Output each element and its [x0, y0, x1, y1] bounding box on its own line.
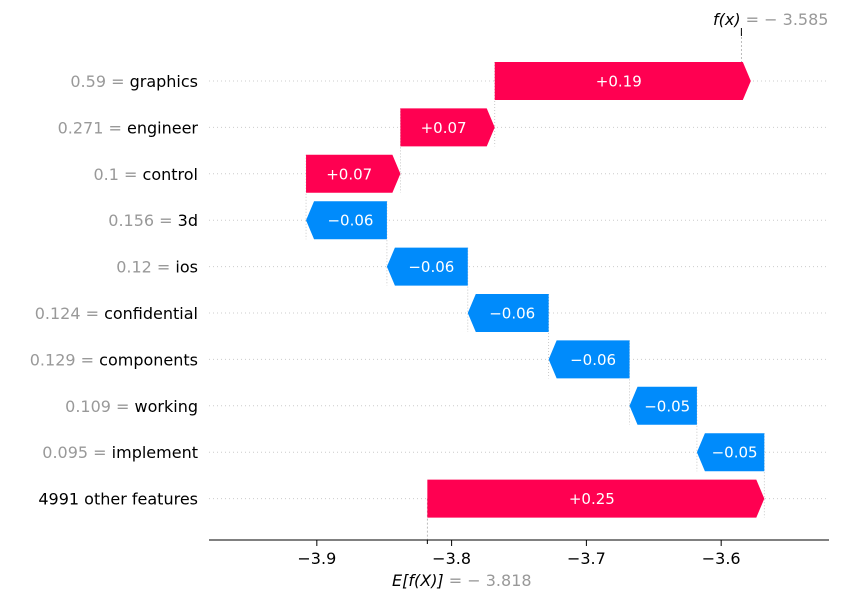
feature-name: ios — [175, 258, 198, 277]
feature-label: 0.095 = implement — [42, 443, 198, 462]
bar-value-label: −0.06 — [489, 305, 535, 323]
feature-label: 0.124 = confidential — [35, 304, 198, 323]
feature-name: confidential — [104, 304, 198, 323]
bar-value-label: −0.06 — [327, 212, 373, 230]
x-tick-label: −3.7 — [567, 549, 606, 568]
x-axis: −3.9 −3.8 −3.7 −3.6 — [209, 539, 829, 568]
negative-bar — [386, 247, 468, 286]
feature-value: 0.59 = — [70, 72, 129, 91]
negative-bar — [548, 340, 630, 379]
feature-label: 0.1 = control — [94, 165, 199, 184]
fx-value: = − 3.585 — [741, 10, 829, 29]
negative-bar — [696, 433, 765, 472]
feature-value: 0.124 = — [35, 304, 104, 323]
base-value: = − 3.818 — [444, 571, 532, 590]
positive-bar — [427, 479, 765, 518]
bar-value-label: +0.19 — [596, 73, 642, 91]
positive-bar — [494, 62, 751, 100]
feature-label: 0.271 = engineer — [58, 118, 199, 137]
positive-bar — [400, 108, 495, 147]
feature-label: 0.12 = ios — [116, 258, 198, 277]
expected-value-annotations: f(x) = − 3.585 E[f(X)] = − 3.818 — [392, 10, 828, 590]
fx-annotation: f(x) = − 3.585 — [713, 10, 828, 29]
base-label: E[f(X)] — [392, 571, 444, 590]
bar-value-label: +0.07 — [421, 119, 467, 137]
negative-bar — [629, 386, 697, 425]
feature-name: implement — [112, 443, 198, 462]
base-annotation: E[f(X)] = − 3.818 — [392, 571, 532, 590]
bar-value-label: −0.06 — [408, 258, 454, 276]
bar-value-label: −0.05 — [712, 444, 758, 462]
feature-name: 3d — [178, 211, 198, 230]
contribution-bars: +0.19 +0.07 +0.07 −0.06 −0.06 −0.06 −0.06 −0.05… — [306, 62, 765, 518]
feature-value: 0.271 = — [58, 118, 127, 137]
x-tick-label: −3.9 — [297, 549, 336, 568]
feature-label: 0.129 = components — [30, 350, 198, 369]
feature-label: 4991 other features — [38, 490, 198, 509]
bar-value-label: −0.06 — [570, 351, 616, 369]
feature-value: 0.1 = — [94, 165, 143, 184]
positive-bar — [306, 154, 401, 193]
feature-name: control — [143, 165, 198, 184]
feature-name: components — [99, 350, 198, 369]
feature-value: 0.129 = — [30, 350, 99, 369]
negative-bar — [306, 201, 387, 240]
bar-value-label: −0.05 — [644, 397, 690, 415]
feature-labels: 0.59 = graphics 0.271 = engineer 0.1 = con… — [30, 72, 199, 509]
negative-bar — [467, 294, 549, 332]
bar-value-label: +0.07 — [326, 165, 372, 183]
feature-value: 0.156 = — [108, 211, 177, 230]
feature-value: 0.109 = — [65, 397, 134, 416]
feature-label: 0.109 = working — [65, 397, 198, 416]
feature-value: 0.12 = — [116, 258, 175, 277]
feature-value: 0.095 = — [42, 443, 111, 462]
feature-label: 0.59 = graphics — [70, 72, 198, 91]
fx-label: f(x) — [713, 10, 741, 29]
x-tick-label: −3.6 — [702, 549, 741, 568]
feature-name: graphics — [130, 72, 198, 91]
connector-lines — [305, 33, 765, 540]
feature-name: working — [135, 397, 198, 416]
feature-name: engineer — [127, 118, 198, 137]
feature-label: 0.156 = 3d — [108, 211, 198, 230]
bar-value-label: +0.25 — [569, 490, 615, 508]
x-tick-label: −3.8 — [432, 549, 471, 568]
feature-name: 4991 other features — [38, 490, 198, 509]
